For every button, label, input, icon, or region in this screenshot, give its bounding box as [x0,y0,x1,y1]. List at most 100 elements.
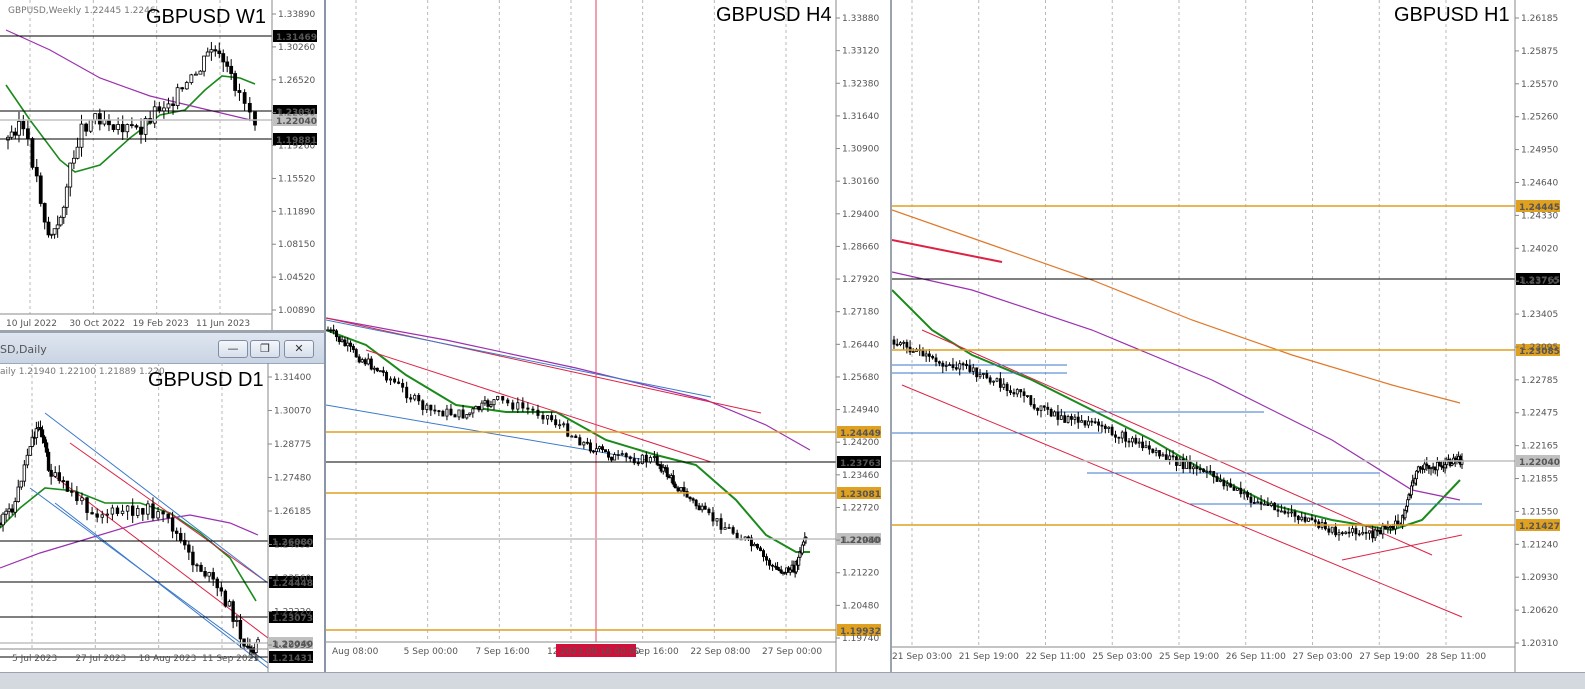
h1-level-price-tag [1516,200,1560,212]
d1-level-price-label: 1.21431 [272,654,313,664]
candle-body [541,415,545,420]
d1-symbol-info: aily 1.21940 1.22100 1.21889 1.220 [0,367,165,377]
candle-body [7,508,11,512]
w1-chart-window[interactable]: 1.31469 1.23031 1.19881 1.22040 1.33890 1.30… [0,0,326,330]
d1-level-price-tag [269,611,313,623]
candle-body [25,128,30,139]
candle-body [1029,395,1033,405]
candle-body [985,373,989,379]
candle-body [711,512,715,522]
candle-body [489,404,493,407]
candle-body [1073,416,1077,420]
h1-price-tick-label: 1.23710 [1521,277,1558,287]
candle-body [752,543,756,547]
h4-price-tick-label: 1.33880 [842,14,879,24]
candle-body [992,380,995,383]
candle-body [34,428,39,439]
candle-body [570,435,574,438]
h1-date-tick-label: 21 Sep 19:00 [959,652,1019,662]
candle-body [21,121,26,130]
candle-body [1022,391,1026,396]
candle-body [242,92,247,104]
h4-candles [326,324,808,578]
d1-chart[interactable]: 1.26080 1.24448 1.23073 1.22040 1.21431 1.31… [0,363,324,672]
candle-body [179,533,183,541]
candle-body [219,587,224,592]
candle-body [68,162,73,188]
candle-body [944,365,948,367]
candle-body [16,486,20,502]
close-button[interactable]: ✕ [284,340,314,358]
candle-body [194,73,198,76]
h4-cursor-date-label: 2023.09.18 00:00 [560,647,641,657]
candle-body [75,146,80,159]
candle-body [174,530,179,534]
candle-body [938,361,941,364]
candle-body [13,131,18,136]
w1-level-price-label: 1.19881 [276,136,317,146]
candle-body [1042,405,1046,408]
candle-body [1435,461,1439,471]
d1-trend-red-upper [69,442,269,584]
candle-body [88,119,93,132]
candle-body [28,446,32,456]
candle-body [17,121,21,136]
candle-body [429,404,433,411]
candle-body [1378,530,1382,535]
candle-body [749,537,753,547]
candle-body [905,341,909,348]
h4-chart-window[interactable]: 1.24449 1.23763 1.23081 1.22040 1.19932 1.33… [326,0,890,672]
d1-ma-purple [0,514,259,569]
candle-body [1158,450,1161,457]
candle-body [526,407,530,410]
candle-body [1421,468,1424,470]
h1-price-tick-label: 1.24950 [1521,146,1558,156]
candle-body [1280,510,1283,513]
minimize-button[interactable]: — [218,340,248,358]
candle-body [120,124,125,133]
candle-body [1403,510,1407,519]
candle-body [968,365,972,372]
candle-body [707,508,711,514]
candle-body [53,472,57,477]
candle-body [207,572,211,577]
candle-body [1080,420,1084,423]
candle-body [1376,529,1380,532]
h1-chart-window[interactable]: 1.24445 1.23765 1.23085 1.22040 1.21427 1.26… [892,0,1585,672]
h1-date-tick-label: 27 Sep 19:00 [1359,652,1419,662]
candle-body [1090,420,1094,423]
w1-level-price-label: 1.23031 [276,108,317,118]
w1-date-tick-label: 19 Feb 2023 [133,319,189,329]
candle-body [954,367,958,370]
h1-candles [892,335,1464,543]
w1-chart[interactable]: 1.31469 1.23031 1.19881 1.22040 1.33890 1.30… [0,0,324,330]
h1-chart[interactable]: 1.24445 1.23765 1.23085 1.22040 1.21427 1.26… [892,0,1585,672]
candle-body [93,113,98,121]
candle-body [735,532,739,540]
candle-body [120,510,125,514]
h1-price-tick-label: 1.20310 [1521,639,1558,649]
candle-body [85,497,89,513]
candle-body [971,367,975,372]
candle-body [1383,525,1387,530]
candle-body [1340,532,1344,535]
d1-window-titlebar[interactable]: SD,Daily — ❐ ✕ [0,333,324,364]
d1-chart-window[interactable]: SD,Daily — ❐ ✕ 1.26080 1.24448 1.23073 1.22… [0,333,326,672]
h4-price-tick-label: 1.22720 [842,503,879,513]
h4-chart[interactable]: 1.24449 1.23763 1.23081 1.22040 1.19932 1.33… [326,0,890,672]
candle-body [1354,528,1358,535]
candle-body [125,505,130,512]
candle-body [554,419,558,426]
h4-level-price-label: 1.22040 [840,536,881,546]
candle-body [235,619,239,622]
candle-body [75,491,79,502]
candle-body [4,510,8,515]
candle-body [38,175,43,204]
candle-body [375,367,379,372]
candle-body [363,359,367,365]
candle-body [166,513,170,519]
candle-body [221,53,226,63]
candle-body [673,483,677,489]
candle-body [723,527,727,530]
restore-button[interactable]: ❐ [250,340,280,358]
